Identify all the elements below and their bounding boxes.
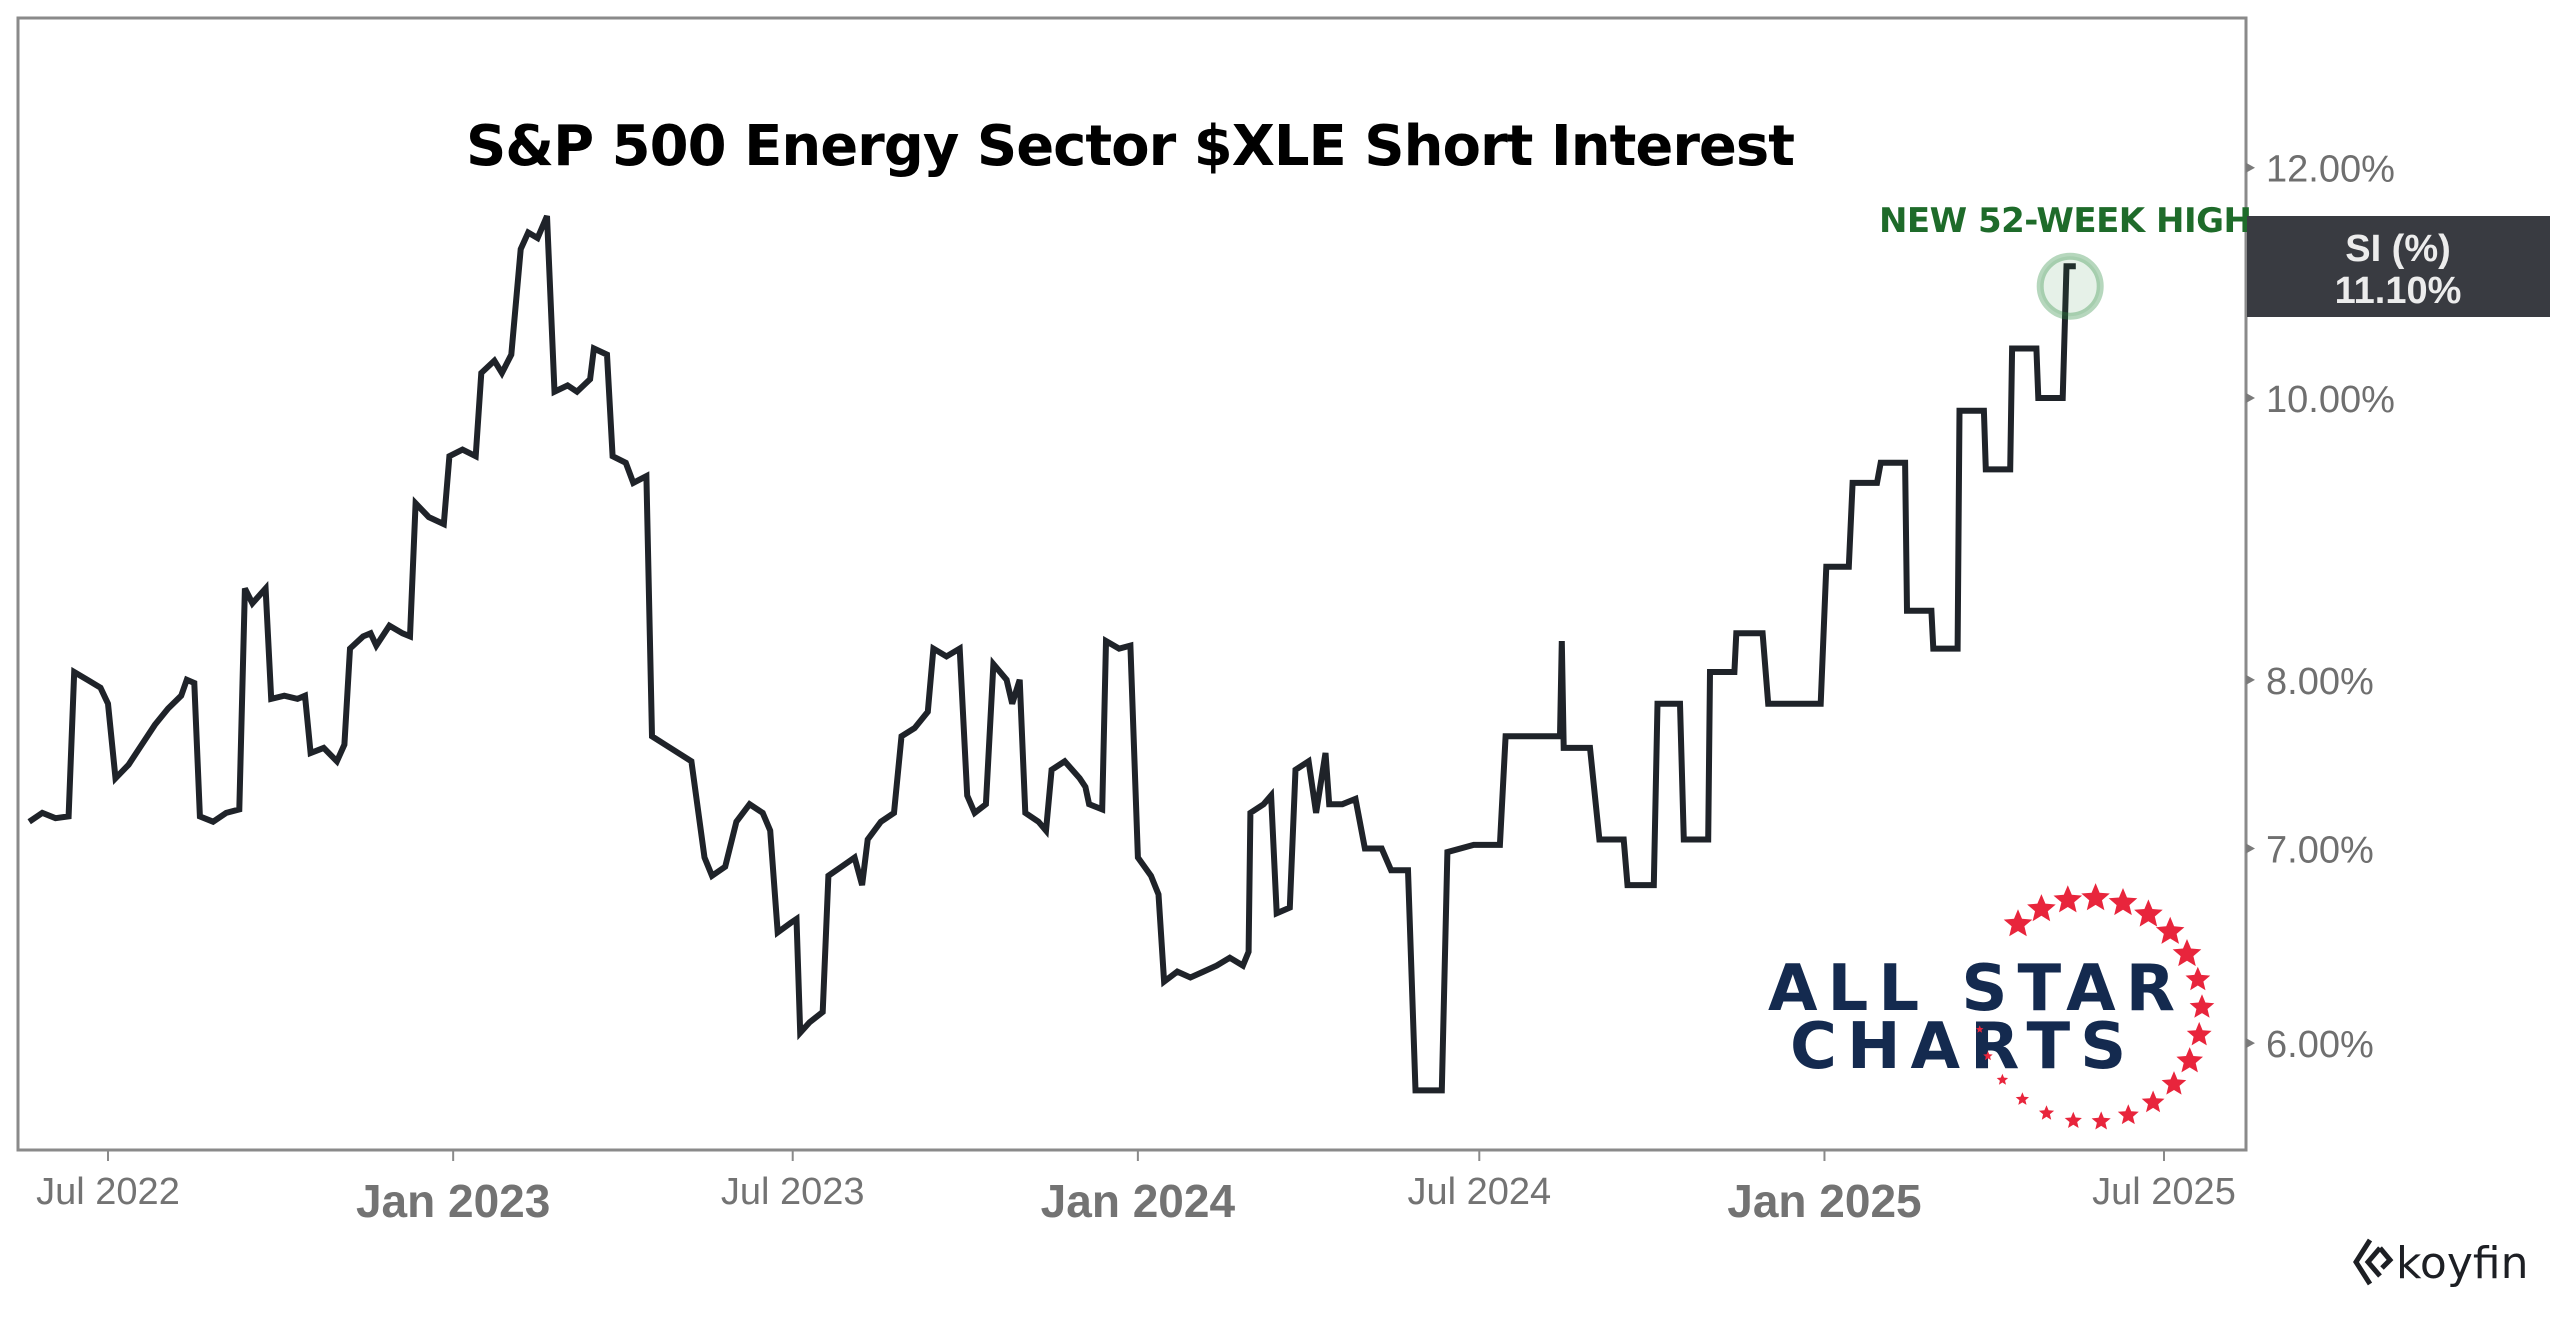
logo-stars-ring [1975, 883, 2215, 1130]
last-value-label-value: 11.10% [2335, 270, 2462, 312]
logo-star-icon [2141, 1090, 2165, 1113]
x-tick-label: Jan 2023 [356, 1175, 550, 1227]
last-value-label-name: SI (%) [2345, 228, 2451, 270]
logo-star-icon [2003, 909, 2033, 937]
series-layer [27, 214, 2076, 1094]
logo-star-icon [2081, 883, 2110, 911]
series-line-si [27, 214, 2076, 1094]
logo-star-icon [1983, 1051, 1993, 1061]
annotations-layer: NEW 52-WEEK HIGH [1879, 201, 2252, 320]
logo-star-icon [1975, 1025, 1984, 1033]
y-tick-mark [2246, 393, 2255, 403]
last-value-label: SI (%) 11.10% [2247, 216, 2550, 317]
y-tick-mark [2246, 162, 2255, 173]
logo-star-icon [2091, 1111, 2111, 1130]
annotation-label: NEW 52-WEEK HIGH [1879, 201, 2252, 241]
y-tick-label: 8.00% [2266, 661, 2374, 703]
logo-star-icon [2172, 939, 2202, 967]
chart-title: S&P 500 Energy Sector $XLE Short Interes… [466, 114, 1794, 179]
logo-line-2: CHARTS [1790, 1010, 2136, 1084]
logo-star-icon [2161, 1071, 2187, 1095]
logo-star-icon [2185, 966, 2211, 991]
y-tick-mark [2246, 843, 2255, 854]
x-tick-label: Jan 2024 [1041, 1175, 1236, 1227]
annotation-circle-marker [2036, 252, 2104, 320]
koyfin-brand: koyfin [2353, 1238, 2528, 1289]
logo-star-icon [2027, 894, 2056, 922]
y-tick-label: 10.00% [2266, 379, 2395, 421]
x-axis: Jul 2022 Jan 2023 Jul 2023 Jan 2024 Jul 2024… [36, 1150, 2236, 1227]
logo-star-icon [2186, 1021, 2212, 1046]
all-star-charts-logo: ALL STAR CHARTS [1768, 883, 2215, 1130]
x-tick-label: Jul 2023 [721, 1171, 865, 1213]
logo-star-icon [2117, 1104, 2139, 1125]
logo-line-1: ALL STAR [1768, 952, 2185, 1026]
logo-star-icon [2134, 899, 2163, 927]
plot-area [16, 16, 2248, 1152]
logo-star-icon [2108, 888, 2138, 916]
x-tick-label: Jan 2025 [1727, 1175, 1921, 1227]
koyfin-logo-icon [2353, 1238, 2394, 1286]
y-tick-label: 6.00% [2266, 1024, 2374, 1066]
last-value-label-box [2247, 216, 2550, 317]
logo-star-icon [2176, 1047, 2203, 1073]
y-tick-label: 7.00% [2266, 829, 2374, 871]
y-axis: 6.00% 7.00% 8.00% 10.00% 12.00% [2246, 149, 2395, 1066]
logo-star-icon [2038, 1105, 2055, 1120]
y-tick-label: 12.00% [2266, 149, 2395, 191]
x-tick-label: Jul 2024 [1407, 1171, 1551, 1213]
logo-star-icon [2155, 916, 2185, 944]
x-tick-label: Jul 2025 [2092, 1171, 2236, 1213]
logo-star-icon [2053, 885, 2083, 913]
logo-star-icon [1996, 1073, 2009, 1085]
y-tick-mark [2246, 1038, 2255, 1049]
logo-star-icon [2189, 994, 2215, 1018]
logo-star-icon [2064, 1111, 2082, 1128]
x-tick-label: Jul 2022 [36, 1171, 180, 1213]
y-tick-mark [2246, 674, 2255, 685]
koyfin-wordmark: koyfin [2396, 1238, 2528, 1289]
logo-star-icon [2015, 1092, 2029, 1105]
